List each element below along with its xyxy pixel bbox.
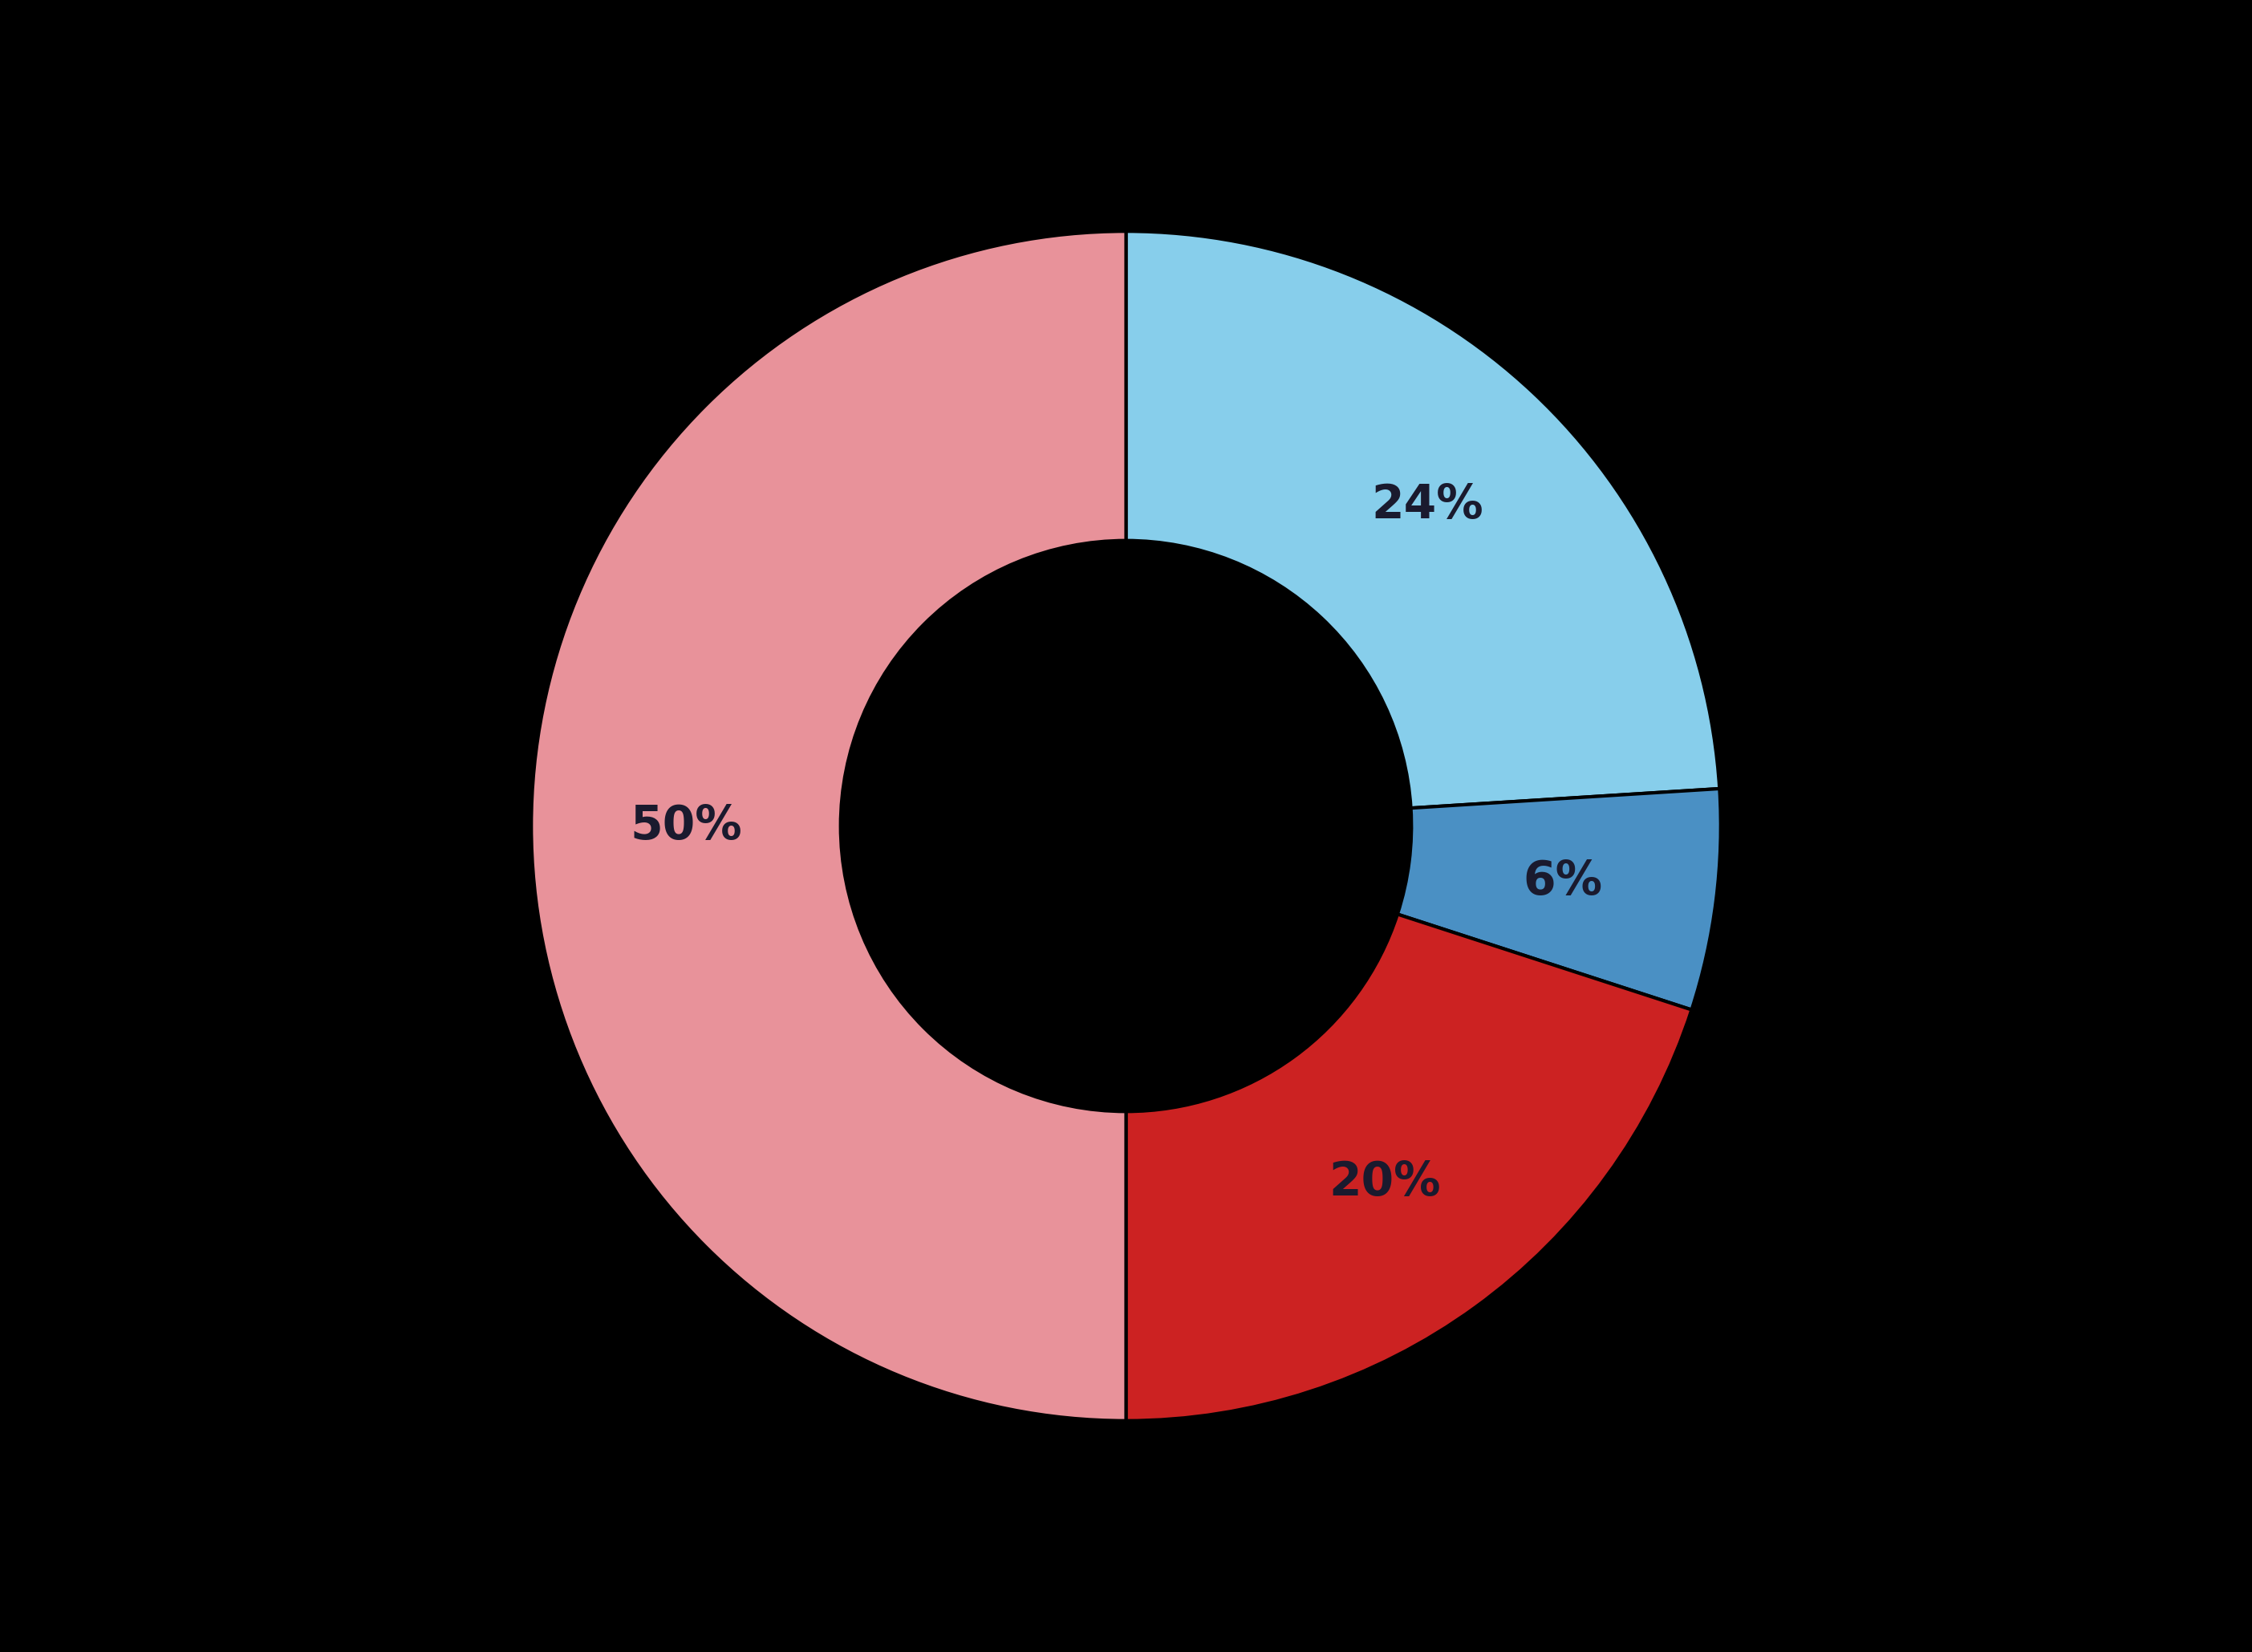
- Text: 24%: 24%: [1371, 482, 1484, 529]
- Wedge shape: [1398, 788, 1721, 1009]
- Text: 6%: 6%: [1522, 859, 1603, 904]
- Text: 50%: 50%: [631, 803, 741, 849]
- Wedge shape: [531, 231, 1126, 1421]
- Wedge shape: [1126, 231, 1721, 808]
- Wedge shape: [1126, 914, 1691, 1421]
- Text: 20%: 20%: [1329, 1160, 1441, 1204]
